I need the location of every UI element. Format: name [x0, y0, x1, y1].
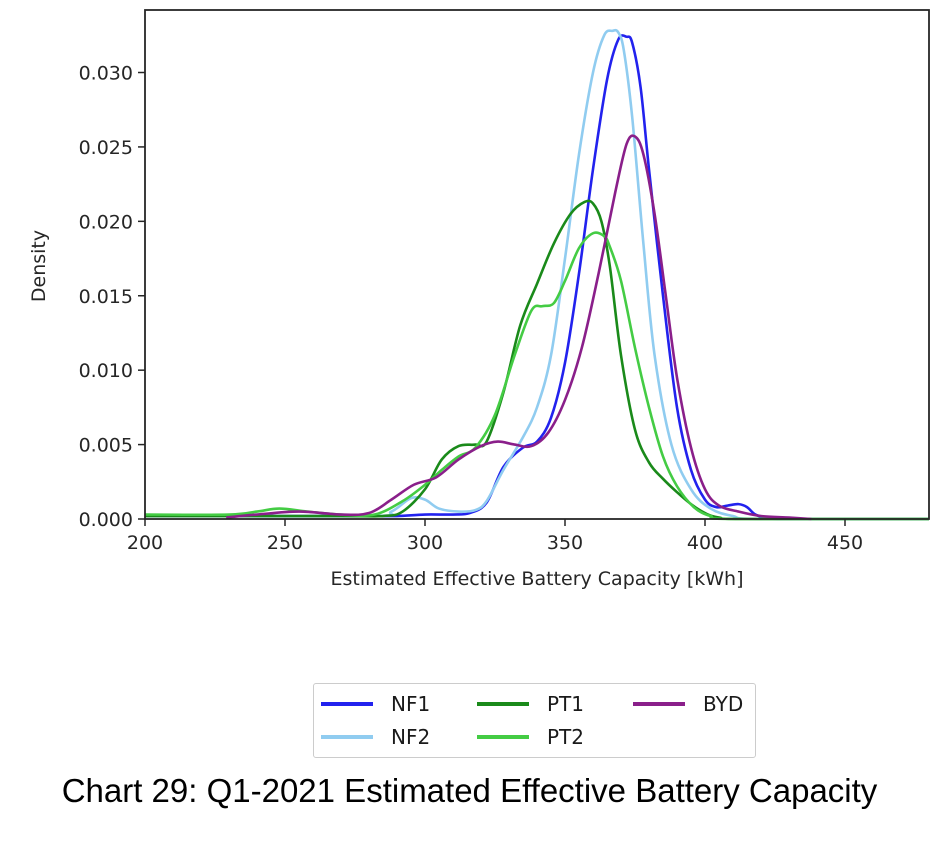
legend-label: BYD — [703, 692, 744, 716]
y-tick-label: 0.015 — [79, 286, 133, 308]
legend-swatch — [321, 702, 373, 706]
y-tick-label: 0.010 — [79, 360, 133, 382]
x-tick-label: 350 — [547, 532, 583, 554]
legend-label: NF1 — [391, 692, 431, 716]
legend-label: PT2 — [547, 725, 585, 749]
plot-frame — [144, 9, 930, 520]
legend-label: NF2 — [391, 725, 431, 749]
series-line-byd — [226, 134, 812, 521]
y-tick-label: 0.030 — [79, 63, 133, 85]
legend-swatch — [477, 735, 529, 739]
legend-item-nf2: NF2 — [321, 722, 430, 752]
legend-item-pt1: PT1 — [477, 689, 584, 719]
density-chart: 200 250 300 350 400 450 0.0000.0050.0100.0150… — [28, 9, 930, 590]
x-tick-label: 450 — [827, 532, 863, 554]
legend-swatch — [321, 735, 373, 739]
y-tick-label: 0.005 — [79, 435, 133, 457]
legend-item-pt2: PT2 — [477, 722, 584, 752]
series-line-nf2 — [144, 28, 929, 521]
x-axis-label: Estimated Effective Battery Capacity [kW… — [330, 568, 743, 590]
legend-swatch — [633, 702, 685, 706]
y-tick-label: 0.000 — [79, 509, 133, 531]
chart-caption: Chart 29: Q1-2021 Estimated Effective Ba… — [61, 772, 878, 809]
legend: NF1 NF2 PT1 PT2 BYD — [313, 683, 756, 758]
series-line-pt1 — [145, 199, 929, 521]
series-layer — [144, 28, 929, 521]
series-line-nf1 — [145, 34, 929, 521]
series-line-pt2 — [144, 231, 929, 521]
x-tick-label: 200 — [127, 532, 163, 554]
y-tick-label: 0.025 — [79, 137, 133, 159]
legend-item-nf1: NF1 — [321, 689, 430, 719]
x-axis: 200 250 300 350 400 450 — [127, 519, 863, 554]
y-tick-label: 0.020 — [79, 211, 133, 233]
x-tick-label: 250 — [267, 532, 303, 554]
legend-swatch — [477, 702, 529, 706]
y-axis-label: Density — [28, 230, 50, 302]
x-tick-label: 300 — [407, 532, 443, 554]
x-tick-label: 400 — [687, 532, 723, 554]
legend-label: PT1 — [547, 692, 585, 716]
y-axis: 0.000 0.005 0.010 0.015 0.020 0.025 0.030 — [79, 63, 145, 531]
legend-item-byd: BYD — [633, 689, 743, 719]
